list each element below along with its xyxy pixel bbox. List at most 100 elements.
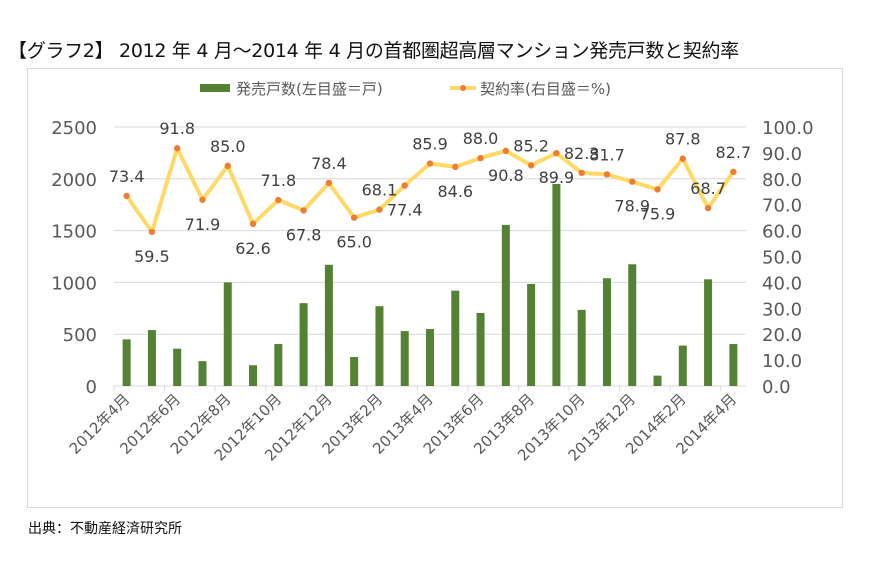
- y-right-tick-label: 90.0: [762, 144, 802, 165]
- line-marker: [679, 155, 686, 162]
- data-label: 67.8: [286, 225, 322, 244]
- data-label: 89.9: [539, 168, 575, 187]
- bar: [729, 344, 738, 386]
- data-label: 71.9: [185, 215, 221, 234]
- line-marker: [527, 162, 535, 169]
- data-label: 88.0: [463, 129, 499, 148]
- data-label: 68.1: [362, 181, 398, 200]
- line-marker: [224, 162, 231, 170]
- line-marker: [730, 168, 737, 176]
- line-marker: [275, 196, 282, 204]
- legend-swatch-bar: [200, 84, 230, 92]
- line-marker: [199, 196, 206, 203]
- bar: [147, 330, 156, 386]
- y-left-tick-label: 0: [86, 377, 97, 398]
- bar: [400, 331, 409, 386]
- chart-title: 【グラフ2】 2012 年 4 月～2014 年 4 月の首都圏超高層マンション…: [8, 40, 739, 62]
- line-marker: [325, 179, 333, 187]
- bar: [173, 348, 182, 386]
- bar: [122, 339, 131, 386]
- line-marker: [629, 178, 636, 185]
- bar: [653, 375, 662, 386]
- data-label: 65.0: [336, 233, 372, 252]
- data-label: 73.4: [109, 167, 145, 186]
- bar: [678, 345, 687, 386]
- data-label: 84.6: [437, 182, 473, 201]
- bar: [198, 361, 207, 386]
- y-left-tick-label: 1500: [51, 222, 97, 243]
- data-label: 62.6: [235, 239, 271, 258]
- data-label: 90.8: [488, 166, 524, 185]
- line-marker: [350, 214, 358, 221]
- y-right-tick-label: 10.0: [762, 351, 802, 372]
- data-label: 85.0: [210, 137, 246, 156]
- bar: [249, 365, 258, 386]
- bar: [552, 183, 561, 386]
- bar: [602, 278, 611, 386]
- y-right-tick-label: 80.0: [762, 170, 802, 191]
- chart-frame: [27, 68, 843, 508]
- data-label: 59.5: [134, 247, 170, 266]
- data-label: 81.7: [589, 145, 625, 164]
- y-left-tick-label: 500: [63, 325, 97, 346]
- bar: [577, 309, 586, 386]
- data-label: 71.8: [261, 171, 297, 190]
- y-left-tick-label: 2000: [51, 170, 97, 191]
- bar: [451, 290, 460, 386]
- data-label: 85.2: [513, 136, 549, 155]
- data-label: 82.7: [716, 143, 752, 162]
- line-marker: [654, 186, 661, 193]
- line-marker: [426, 160, 434, 167]
- line-marker: [603, 171, 611, 178]
- y-right-tick-label: 0.0: [762, 377, 791, 398]
- data-label: 85.9: [412, 135, 448, 154]
- bar: [324, 264, 333, 386]
- bar: [350, 356, 359, 386]
- bar: [223, 282, 232, 386]
- data-label: 78.4: [311, 154, 347, 173]
- line-marker: [477, 154, 484, 162]
- line-marker: [452, 163, 459, 171]
- y-left-tick-label: 1000: [51, 273, 97, 294]
- data-label: 77.4: [387, 201, 423, 220]
- line-marker: [401, 182, 408, 189]
- line-marker: [123, 192, 130, 200]
- bar: [527, 283, 536, 386]
- line-marker: [578, 169, 585, 177]
- y-right-tick-label: 20.0: [762, 325, 802, 346]
- source-note: 出典：不動産経済研究所: [28, 521, 182, 537]
- bar: [274, 344, 283, 386]
- line-marker: [148, 228, 156, 236]
- data-label: 75.9: [640, 204, 676, 223]
- y-left-tick-label: 2500: [51, 118, 97, 139]
- y-right-tick-label: 30.0: [762, 299, 802, 320]
- line-marker: [376, 206, 383, 213]
- bar: [426, 329, 434, 386]
- data-label: 87.8: [665, 130, 701, 149]
- legend-label-line: 契約率(右目盛＝%): [480, 80, 611, 98]
- data-label: 78.9: [614, 197, 650, 216]
- bar: [299, 303, 308, 386]
- y-right-tick-label: 40.0: [762, 273, 802, 294]
- data-label: 91.8: [159, 119, 195, 138]
- y-right-tick-label: 60.0: [762, 222, 802, 243]
- line-marker: [704, 204, 712, 212]
- data-label: 68.7: [690, 179, 726, 198]
- line-marker: [174, 145, 181, 152]
- bar: [375, 306, 384, 386]
- bar: [501, 224, 510, 386]
- bar: [476, 312, 485, 386]
- line-marker: [249, 220, 257, 228]
- line-marker: [553, 149, 560, 157]
- bar: [704, 279, 713, 386]
- legend-label-bar: 発売戸数(左目盛＝戸): [236, 80, 383, 98]
- y-right-tick-label: 100.0: [762, 118, 814, 139]
- data-label: 82.3: [564, 144, 600, 163]
- line-marker: [300, 207, 307, 214]
- y-right-tick-label: 70.0: [762, 196, 802, 217]
- y-right-tick-label: 50.0: [762, 248, 802, 269]
- bar: [628, 264, 637, 386]
- legend-swatch-marker: [460, 85, 466, 91]
- line-marker: [502, 147, 510, 155]
